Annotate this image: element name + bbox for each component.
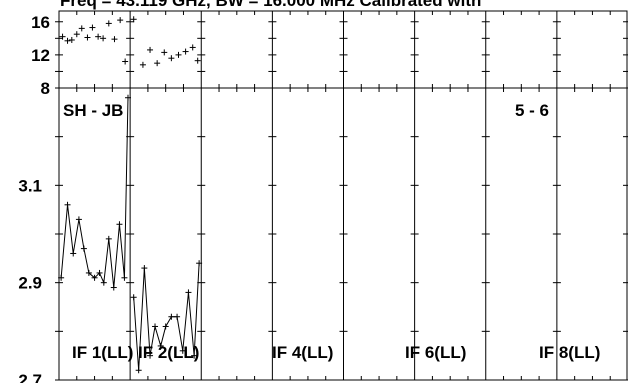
range-label: 5 - 6 — [515, 101, 549, 120]
bottom-y-tick-label: 2.7 — [18, 371, 42, 383]
bottom-y-tick-label: 2.9 — [18, 274, 42, 293]
if-label-8: IF 8(LL) — [539, 343, 600, 362]
panel-frames — [58, 10, 628, 381]
top-y-tick-labels: 8 12 16 — [31, 13, 50, 98]
if-label-1: IF 1(LL) — [72, 343, 133, 362]
top-y-tick-label: 12 — [31, 46, 50, 65]
bottom-y-tick-label: 3.1 — [18, 176, 42, 195]
bottom-series-line — [60, 97, 129, 288]
bottom-series-points — [58, 94, 203, 374]
if-label-4: IF 4(LL) — [272, 343, 333, 362]
bottom-y-tick-labels: 2.7 2.9 3.1 — [18, 176, 42, 383]
top-y-tick-label: 8 — [41, 79, 50, 98]
top-scatter-points — [59, 16, 201, 68]
if-label-6: IF 6(LL) — [405, 343, 466, 362]
if-label-2: IF 2(LL) — [138, 343, 199, 362]
header-title: Freq = 43.119 GHz, BW = 16.000 MHz Calib… — [60, 0, 481, 10]
tick-marks — [55, 11, 628, 381]
baseline-label: SH - JB — [63, 101, 123, 120]
top-y-tick-label: 16 — [31, 13, 50, 32]
